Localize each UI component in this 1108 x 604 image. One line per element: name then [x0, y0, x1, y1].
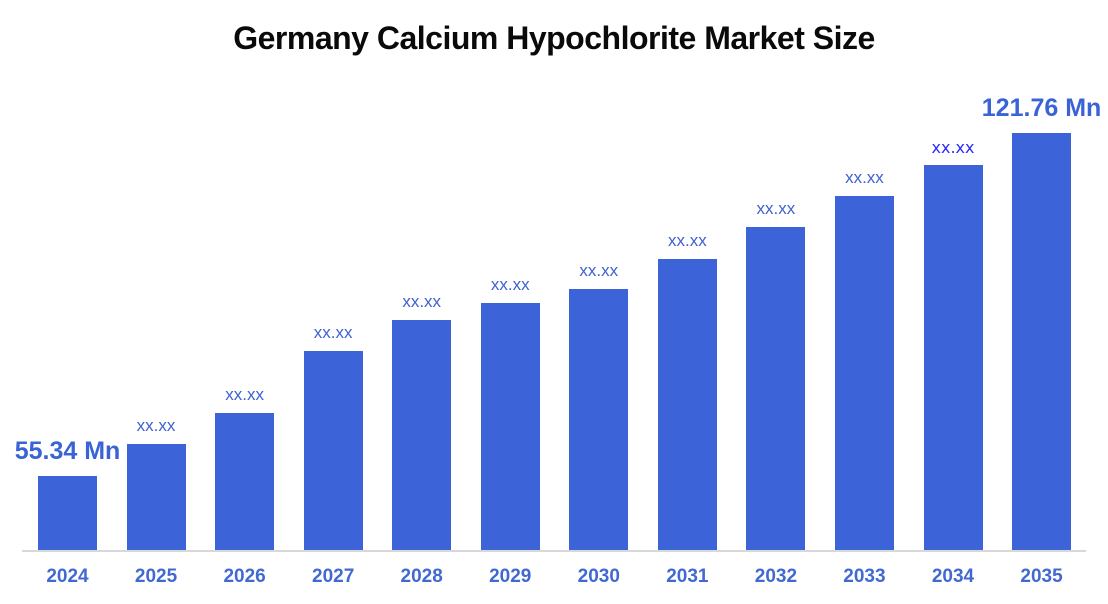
bar-value-label-2030: xx.xx	[579, 261, 619, 280]
bar-2033	[834, 196, 894, 551]
bar-value-label-2024: 55.34 Mn	[14, 437, 121, 465]
x-tick-2031: 2031	[666, 566, 709, 587]
bar-2029	[480, 303, 540, 551]
bar-2034	[923, 165, 983, 551]
x-tick-2028: 2028	[400, 566, 443, 587]
bar-2028	[392, 320, 452, 551]
bar-value-label-2027: xx.xx	[313, 323, 353, 342]
bar-value-label-2034: xx.xx	[931, 138, 975, 157]
chart-title: Germany Calcium Hypochlorite Market Size	[233, 20, 875, 56]
bar-2035	[1012, 133, 1072, 551]
bar-value-label-2033: xx.xx	[845, 168, 884, 187]
x-tick-2032: 2032	[754, 566, 798, 587]
bar-2027	[303, 351, 363, 551]
bar-2024	[38, 476, 97, 551]
bar-value-label-2031: xx.xx	[667, 231, 707, 250]
bar-2031	[657, 259, 717, 551]
x-axis-line	[22, 550, 1086, 552]
x-tick-2030: 2030	[577, 566, 620, 587]
x-tick-2027: 2027	[312, 566, 355, 587]
x-tick-2033: 2033	[843, 566, 886, 587]
bar-value-label-2028: xx.xx	[402, 292, 442, 311]
x-tick-2034: 2034	[931, 566, 975, 587]
bar-value-label-2029: xx.xx	[490, 275, 530, 294]
bar-value-label-2025: xx.xx	[136, 416, 176, 435]
bar-2032	[746, 227, 806, 551]
bar-2025	[126, 444, 186, 551]
bar-value-label-2035: 121.76 Mn	[981, 94, 1102, 122]
bar-2026	[215, 413, 275, 551]
x-tick-2035: 2035	[1020, 566, 1063, 587]
bar-2030	[569, 289, 629, 551]
x-tick-2024: 2024	[46, 566, 89, 587]
x-tick-2026: 2026	[223, 566, 266, 587]
bar-value-label-2032: xx.xx	[756, 199, 796, 218]
x-tick-2025: 2025	[134, 566, 178, 587]
bar-value-label-2026: xx.xx	[225, 385, 264, 404]
x-tick-2029: 2029	[489, 566, 532, 587]
